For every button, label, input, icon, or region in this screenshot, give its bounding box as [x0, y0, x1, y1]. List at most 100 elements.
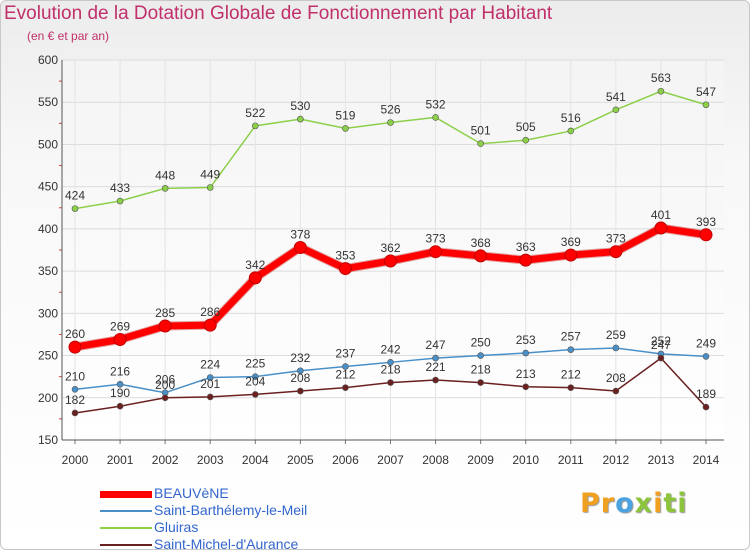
data-point-saint-barthelemy-le-meil [522, 349, 530, 357]
legend-label: Gluiras [154, 519, 199, 535]
y-tick-label: 250 [38, 349, 58, 363]
x-tick-label: 2000 [62, 453, 89, 467]
data-label: 373 [426, 232, 446, 246]
data-label: 449 [200, 168, 220, 182]
data-point-beauvene [158, 319, 172, 333]
data-label: 216 [110, 364, 130, 378]
legend-swatch [100, 510, 152, 512]
data-label: 232 [290, 351, 310, 365]
data-label: 213 [516, 367, 536, 381]
data-label: 190 [110, 386, 130, 400]
y-tick-label: 350 [38, 264, 58, 278]
data-point-saint-michel-d-aurance [297, 387, 304, 395]
data-point-gluiras [251, 122, 259, 130]
y-tick-label: 150 [38, 433, 58, 447]
data-point-gluiras [206, 184, 214, 191]
data-point-gluiras [612, 106, 620, 114]
data-label: 373 [606, 232, 626, 246]
data-label: 259 [606, 328, 626, 342]
proxiti-logo: Proxiti [580, 488, 688, 519]
data-point-saint-barthelemy-le-meil [702, 353, 710, 360]
data-point-saint-michel-d-aurance [251, 391, 259, 398]
data-point-saint-barthelemy-le-meil [387, 359, 394, 366]
data-label: 210 [65, 369, 85, 383]
y-tick-label: 550 [38, 95, 58, 109]
x-tick-label: 2007 [377, 453, 404, 467]
x-tick-label: 2003 [197, 453, 224, 467]
data-labels: 260 269 285 286 342 378 353 362 373 368 363 369 373 4… [65, 71, 716, 407]
data-point-beauvene [384, 254, 397, 268]
legend-swatch [100, 490, 152, 498]
data-point-gluiras [432, 114, 439, 121]
data-point-saint-barthelemy-le-meil [612, 344, 620, 352]
data-label: 362 [380, 241, 400, 255]
legend-swatch [100, 544, 152, 546]
axes: 150 200 250 300 350 400 450 500 550 600 2000 2001 20… [38, 53, 724, 467]
data-label: 342 [245, 258, 265, 272]
data-point-saint-barthelemy-le-meil [297, 367, 304, 375]
data-point-saint-michel-d-aurance [477, 379, 484, 386]
data-point-saint-michel-d-aurance [161, 394, 169, 402]
data-label: 208 [290, 371, 310, 385]
y-tick-label: 600 [38, 53, 58, 67]
data-label: 563 [651, 71, 671, 85]
y-tick-label: 300 [38, 306, 58, 320]
y-tick-label: 450 [38, 180, 58, 194]
data-label: 401 [651, 208, 671, 222]
data-label: 433 [110, 181, 130, 195]
data-point-gluiras [702, 101, 710, 109]
data-label: 522 [245, 106, 265, 120]
x-tick-label: 2011 [558, 453, 584, 467]
data-label: 247 [651, 338, 671, 352]
data-label: 363 [516, 240, 536, 254]
data-point-gluiras [522, 136, 530, 144]
legend-label: BEAUVèNE [154, 485, 229, 501]
data-point-saint-barthelemy-le-meil [71, 386, 79, 393]
data-label: 249 [696, 336, 716, 350]
data-label: 519 [335, 108, 355, 122]
data-point-beauvene [113, 333, 127, 347]
data-point-gluiras [657, 87, 665, 95]
x-tick-label: 2009 [467, 453, 494, 467]
data-point-gluiras [477, 140, 484, 147]
data-point-saint-barthelemy-le-meil [567, 346, 575, 353]
data-point-beauvene [609, 245, 623, 259]
logo-letters: o [615, 488, 635, 519]
x-tick-label: 2002 [152, 453, 179, 467]
data-label: 221 [426, 360, 446, 374]
data-label: 369 [561, 235, 581, 249]
data-point-saint-michel-d-aurance [567, 384, 575, 391]
x-tick-label: 2008 [422, 453, 449, 467]
data-label: 424 [65, 189, 85, 203]
data-label: 182 [65, 393, 85, 407]
data-label: 242 [380, 342, 400, 356]
data-label: 260 [65, 327, 85, 341]
data-label: 206 [155, 373, 175, 387]
x-tick-label: 2014 [693, 453, 720, 467]
data-point-saint-michel-d-aurance [71, 409, 79, 417]
data-point-gluiras [161, 185, 169, 192]
data-point-saint-michel-d-aurance [206, 393, 214, 401]
x-tick-label: 2013 [648, 453, 675, 467]
data-label: 218 [380, 363, 400, 377]
data-label: 516 [561, 111, 581, 125]
x-tick-label: 2006 [332, 453, 359, 467]
y-tick-label: 200 [38, 391, 58, 405]
data-point-saint-michel-d-aurance [657, 354, 665, 362]
legend-label: Saint-Barthélemy-le-Meil [154, 502, 308, 518]
chart-subtitle: (en € et par an) [27, 29, 110, 43]
legend-swatch [100, 527, 152, 529]
data-label: 225 [245, 357, 265, 371]
data-point-beauvene [248, 271, 262, 285]
data-point-gluiras [387, 119, 394, 126]
data-label: 204 [245, 374, 265, 388]
y-tick-label: 500 [38, 137, 58, 151]
logo-letters: ti [663, 488, 688, 519]
data-point-beauvene [203, 318, 217, 332]
logo-letters: x [634, 488, 654, 519]
data-label: 505 [516, 120, 536, 134]
data-point-saint-barthelemy-le-meil [342, 363, 349, 370]
data-point-saint-michel-d-aurance [342, 384, 349, 391]
x-tick-label: 2004 [242, 453, 269, 467]
